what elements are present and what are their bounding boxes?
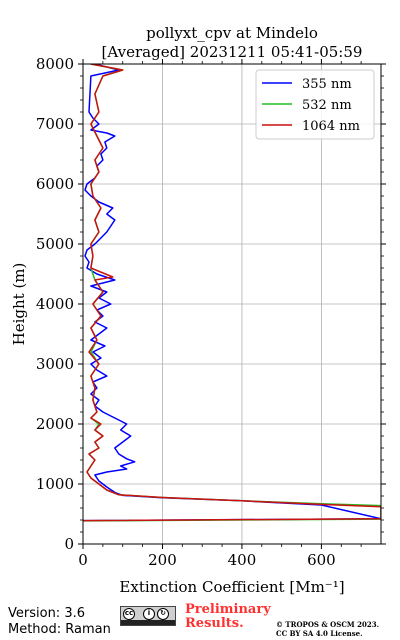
x-tick-label: 600: [307, 551, 336, 569]
y-axis-label: Height (m): [10, 263, 28, 346]
y-tick-label: 7000: [36, 115, 74, 133]
sa-icon: ↻: [157, 608, 169, 620]
x-axis-label: Extinction Coefficient [Mm⁻¹]: [119, 578, 344, 596]
chart-title: pollyxt_cpv at Mindelo: [146, 24, 318, 42]
y-tick-label: 6000: [36, 175, 74, 193]
by-icon: i: [143, 608, 155, 620]
series-group: [83, 64, 381, 522]
version-text: Version: 3.6: [8, 606, 85, 621]
y-tick-label: 4000: [36, 295, 74, 313]
legend-label-1: 532 nm: [302, 98, 352, 113]
copyright-notice: © TROPOS & OSCM 2023. CC BY SA 4.0 Licen…: [276, 620, 379, 638]
preliminary-notice: Preliminary Results.: [185, 603, 271, 631]
y-tick-label: 0: [64, 535, 74, 553]
legend-label-0: 355 nm: [302, 77, 352, 92]
extinction-profile-chart: pollyxt_cpv at Mindelo [Averaged] 202312…: [10, 24, 386, 596]
y-tick-label: 8000: [36, 55, 74, 73]
preliminary-line-1: Preliminary: [185, 602, 271, 617]
legend: 355 nm 532 nm 1064 nm: [255, 69, 375, 140]
cc-license-badge: cc i ↻: [120, 606, 176, 626]
copyright-line-2: CC BY SA 4.0 License.: [276, 629, 363, 638]
copyright-line-1: © TROPOS & OSCM 2023.: [276, 620, 380, 629]
x-tick-label: 400: [228, 551, 257, 569]
method-text: Method: Raman: [8, 622, 111, 637]
y-tick-label: 5000: [36, 235, 74, 253]
cc-icon: cc: [123, 608, 135, 620]
legend-box: [255, 69, 375, 140]
y-tick-label: 2000: [36, 415, 74, 433]
preliminary-line-2: Results.: [185, 616, 244, 631]
chart-subtitle: [Averaged] 20231211 05:41-05:59: [102, 43, 363, 61]
y-tick-label: 1000: [36, 475, 74, 493]
series-line-0: [83, 64, 381, 522]
y-tick-label: 3000: [36, 355, 74, 373]
x-tick-label: 0: [78, 551, 88, 569]
series-line-2: [83, 64, 381, 522]
footer-info: Version: 3.6 Method: Raman: [8, 606, 111, 638]
legend-label-2: 1064 nm: [302, 119, 360, 134]
x-tick-label: 200: [148, 551, 177, 569]
axis-ticks: 0 200 400 600010002000300040005000600070008…: [36, 55, 386, 569]
